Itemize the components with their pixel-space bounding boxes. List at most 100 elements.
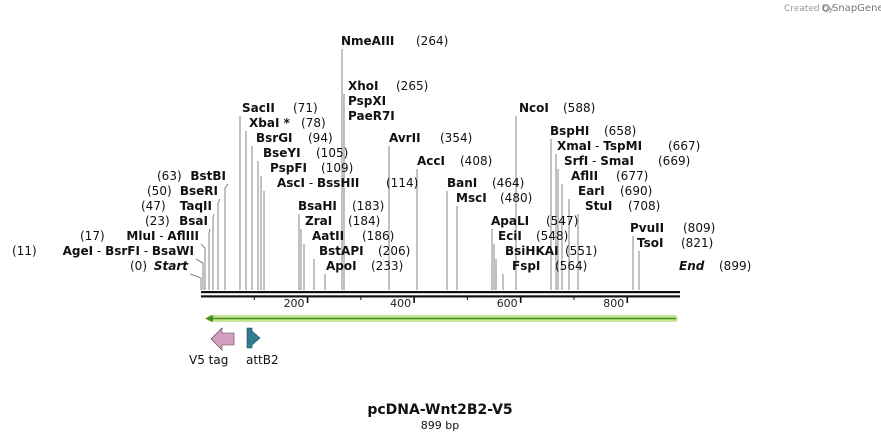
paer7i-name: PaeR7I [348,109,395,123]
xmai-position: (667) [668,139,700,153]
bsihkai-position: (551) [565,244,597,258]
site-eari[interactable]: EarI (690) [578,184,652,198]
site-taqii[interactable]: TaqII (47) [141,199,212,213]
site-pvuii[interactable]: PvuII (809) [630,221,715,235]
site-bsrgi[interactable]: BsrGI (94) [256,131,333,145]
site-start[interactable]: Start (0) [130,259,189,273]
site-zrai[interactable]: ZraI (184) [305,214,380,228]
dna-backbone [201,291,680,298]
bsrgi-position: (94) [308,131,333,145]
site-xmai[interactable]: XmaI - TspMI (667) [557,139,700,153]
bseyi-name: BseYI [263,146,301,160]
site-bsphi[interactable]: BspHI (658) [550,124,636,138]
site-acci[interactable]: AccI (408) [417,154,492,168]
scale-tick-label-600: 600 [497,297,518,310]
site-asci[interactable]: AscI - BssHII (114) [277,176,418,190]
v5-tag-arrow-icon[interactable] [210,327,235,351]
apoi-name: ApoI [326,259,357,273]
snapgene-credit: Created by SnapGene [784,3,881,14]
bsphi-name: BspHI [550,124,589,138]
site-msci[interactable]: MscI (480) [456,191,532,205]
start-leader-line [189,273,202,290]
site-nmeaiii[interactable]: NmeAIII (264) [341,34,448,48]
ncoi-position: (588) [563,101,595,115]
site-avrii[interactable]: AvrII (354) [389,131,472,145]
aatii-name: AatII [312,229,344,243]
start-name: Start [154,259,189,273]
backbone-top-strand [201,291,680,294]
site-xbai[interactable]: XbaI * (78) [249,116,326,130]
agei-position: (11) [12,244,37,258]
pspfi-position: (109) [321,161,353,175]
bstapi-position: (206) [378,244,410,258]
site-aflii[interactable]: AflII (677) [571,169,648,183]
site-bstapi[interactable]: BstAPI (206) [319,244,410,258]
apali-name: ApaLI [491,214,529,228]
bsahi-position: (183) [352,199,384,213]
xhoi-position: (265) [396,79,428,93]
plasmid-length: 899 bp [421,419,459,432]
site-paer7i[interactable]: PaeR7I [348,109,395,123]
site-xhoi[interactable]: XhoI (265) [348,79,428,93]
acci-position: (408) [460,154,492,168]
taqii-position: (47) [141,199,166,213]
nmeaiii-position: (264) [416,34,448,48]
bseri-name: BseRI [180,184,218,198]
bseri-leader-line [217,198,221,290]
bsrgi-name: BsrGI [256,131,293,145]
pspxi-name: PspXI [348,94,386,108]
acci-name: AccI [417,154,445,168]
start-position: (0) [130,259,147,273]
apali-position: (547) [546,214,578,228]
feature-v5-tag[interactable]: V5 tag [189,327,235,367]
bsai-position: (23) [145,214,170,228]
bani-position: (464) [492,176,524,190]
attb2-label: attB2 [246,353,279,367]
site-apali[interactable]: ApaLI (547) [491,214,578,228]
site-agei[interactable]: AgeI - BsrFI - BsaWI (11) [12,244,194,258]
ecii-position: (548) [536,229,568,243]
eari-name: EarI [578,184,605,198]
site-sacii[interactable]: SacII (71) [242,101,318,115]
site-bsai[interactable]: BsaI (23) [145,214,208,228]
avrii-position: (354) [440,131,472,145]
xbai-position: (78) [301,116,326,130]
site-stui[interactable]: StuI (708) [585,199,660,213]
bstbi-leader-line [224,183,229,290]
zrai-name: ZraI [305,214,332,228]
bsai-name: BsaI [179,214,208,228]
site-apoi[interactable]: ApoI (233) [326,259,403,273]
site-bsihkai[interactable]: BsiHKAI (551) [505,244,597,258]
bstbi-position: (63) [157,169,182,183]
stui-position: (708) [628,199,660,213]
site-bsahi[interactable]: BsaHI (183) [298,199,384,213]
xhoi-name: XhoI [348,79,379,93]
site-bstbi[interactable]: BstBI (63) [157,169,226,183]
scale-tick-label-200: 200 [284,297,305,310]
attb2-arrow-icon[interactable] [246,327,261,349]
site-bseyi[interactable]: BseYI (105) [263,146,348,160]
site-ecii[interactable]: EciI (548) [498,229,568,243]
site-pspxi[interactable]: PspXI [348,94,386,108]
site-mlui[interactable]: MluI - AflIII (17) [80,229,199,243]
site-bseri[interactable]: BseRI (50) [147,184,218,198]
apoi-position: (233) [371,259,403,273]
aatii-position: (186) [362,229,394,243]
bseyi-position: (105) [316,146,348,160]
sacii-name: SacII [242,101,275,115]
feature-attb2[interactable]: attB2 [246,327,279,367]
bseri-position: (50) [147,184,172,198]
msci-position: (480) [500,191,532,205]
xmai-name: XmaI - TspMI [557,139,642,153]
bsihkai-name: BsiHKAI [505,244,559,258]
site-tsoi[interactable]: TsoI (821) [637,236,713,250]
site-srfi[interactable]: SrfI - SmaI (669) [564,154,690,168]
site-bani[interactable]: BanI (464) [447,176,524,190]
eari-position: (690) [620,184,652,198]
site-pspfi[interactable]: PspFI (109) [270,161,353,175]
site-end[interactable]: End (899) [679,259,751,273]
site-aatii[interactable]: AatII (186) [312,229,394,243]
site-ncoi[interactable]: NcoI (588) [519,101,595,115]
snapgene-logo-icon [822,4,830,12]
site-fspi[interactable]: FspI (564) [512,259,587,273]
